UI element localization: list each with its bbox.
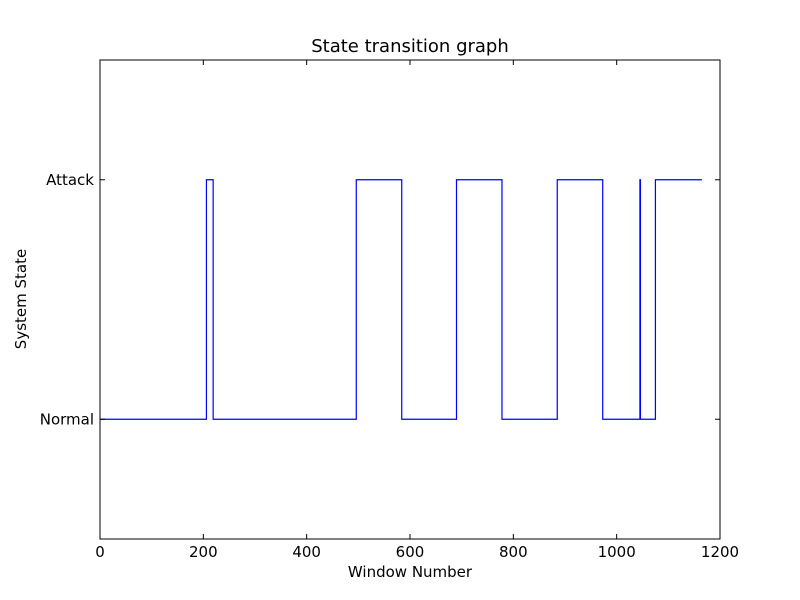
chart-title: State transition graph <box>311 36 509 57</box>
y-tick-label: Attack <box>46 171 94 189</box>
x-tick-label: 1200 <box>701 543 739 561</box>
y-tick-label: Normal <box>40 410 94 428</box>
x-tick-label: 400 <box>292 543 321 561</box>
x-axis-ticks: 0 200 400 600 800 1000 1200 <box>95 60 739 561</box>
plot-area <box>100 179 702 420</box>
x-tick-label: 800 <box>499 543 528 561</box>
x-tick-label: 0 <box>95 543 105 561</box>
x-tick-label: 1000 <box>598 543 636 561</box>
y-axis-ticks: Normal Attack <box>40 171 720 428</box>
x-tick-label: 200 <box>189 543 218 561</box>
plot-frame <box>99 59 721 540</box>
x-tick-label: 600 <box>396 543 425 561</box>
y-axis-label: System State <box>12 249 30 349</box>
x-axis-label: Window Number <box>348 563 473 581</box>
series-line-0 <box>100 179 702 420</box>
